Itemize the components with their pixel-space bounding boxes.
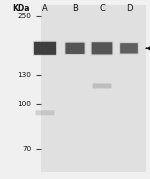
Text: 250: 250 [18, 13, 32, 19]
FancyBboxPatch shape [119, 42, 139, 55]
Bar [40, 57, 146, 63]
Bar [40, 34, 146, 40]
Bar [40, 97, 146, 103]
FancyBboxPatch shape [36, 110, 54, 115]
Bar [40, 63, 146, 69]
Text: 70: 70 [22, 146, 32, 152]
Bar [40, 86, 146, 91]
FancyBboxPatch shape [91, 41, 113, 55]
FancyBboxPatch shape [92, 42, 112, 54]
Text: B: B [72, 4, 78, 13]
Bar [40, 11, 146, 17]
Bar [40, 149, 146, 155]
FancyBboxPatch shape [34, 42, 56, 55]
Bar [40, 46, 146, 51]
Bar [40, 120, 146, 126]
FancyBboxPatch shape [93, 83, 111, 88]
Bar [40, 40, 146, 45]
Bar [40, 126, 146, 132]
Bar [40, 74, 146, 80]
Bar [40, 6, 146, 11]
Bar [40, 132, 146, 137]
Bar [40, 80, 146, 86]
Bar [40, 52, 146, 57]
Bar [40, 143, 146, 149]
Bar [40, 109, 146, 114]
Bar [40, 92, 146, 97]
Bar [40, 161, 146, 166]
FancyBboxPatch shape [120, 43, 138, 54]
Bar [40, 115, 146, 120]
Bar [40, 5, 146, 172]
Text: A: A [42, 4, 48, 13]
Bar [40, 28, 146, 34]
Bar [40, 166, 146, 172]
Text: 100: 100 [18, 101, 32, 107]
Bar [40, 103, 146, 109]
FancyBboxPatch shape [65, 43, 85, 54]
Bar [40, 23, 146, 28]
FancyBboxPatch shape [33, 41, 57, 56]
Text: C: C [99, 4, 105, 13]
Bar [40, 155, 146, 160]
Text: 130: 130 [18, 72, 32, 78]
Text: D: D [126, 4, 132, 13]
Bar [40, 138, 146, 143]
Bar [40, 0, 146, 5]
Bar [40, 69, 146, 74]
FancyBboxPatch shape [64, 42, 86, 55]
Text: KDa: KDa [12, 4, 30, 13]
Bar [40, 17, 146, 23]
